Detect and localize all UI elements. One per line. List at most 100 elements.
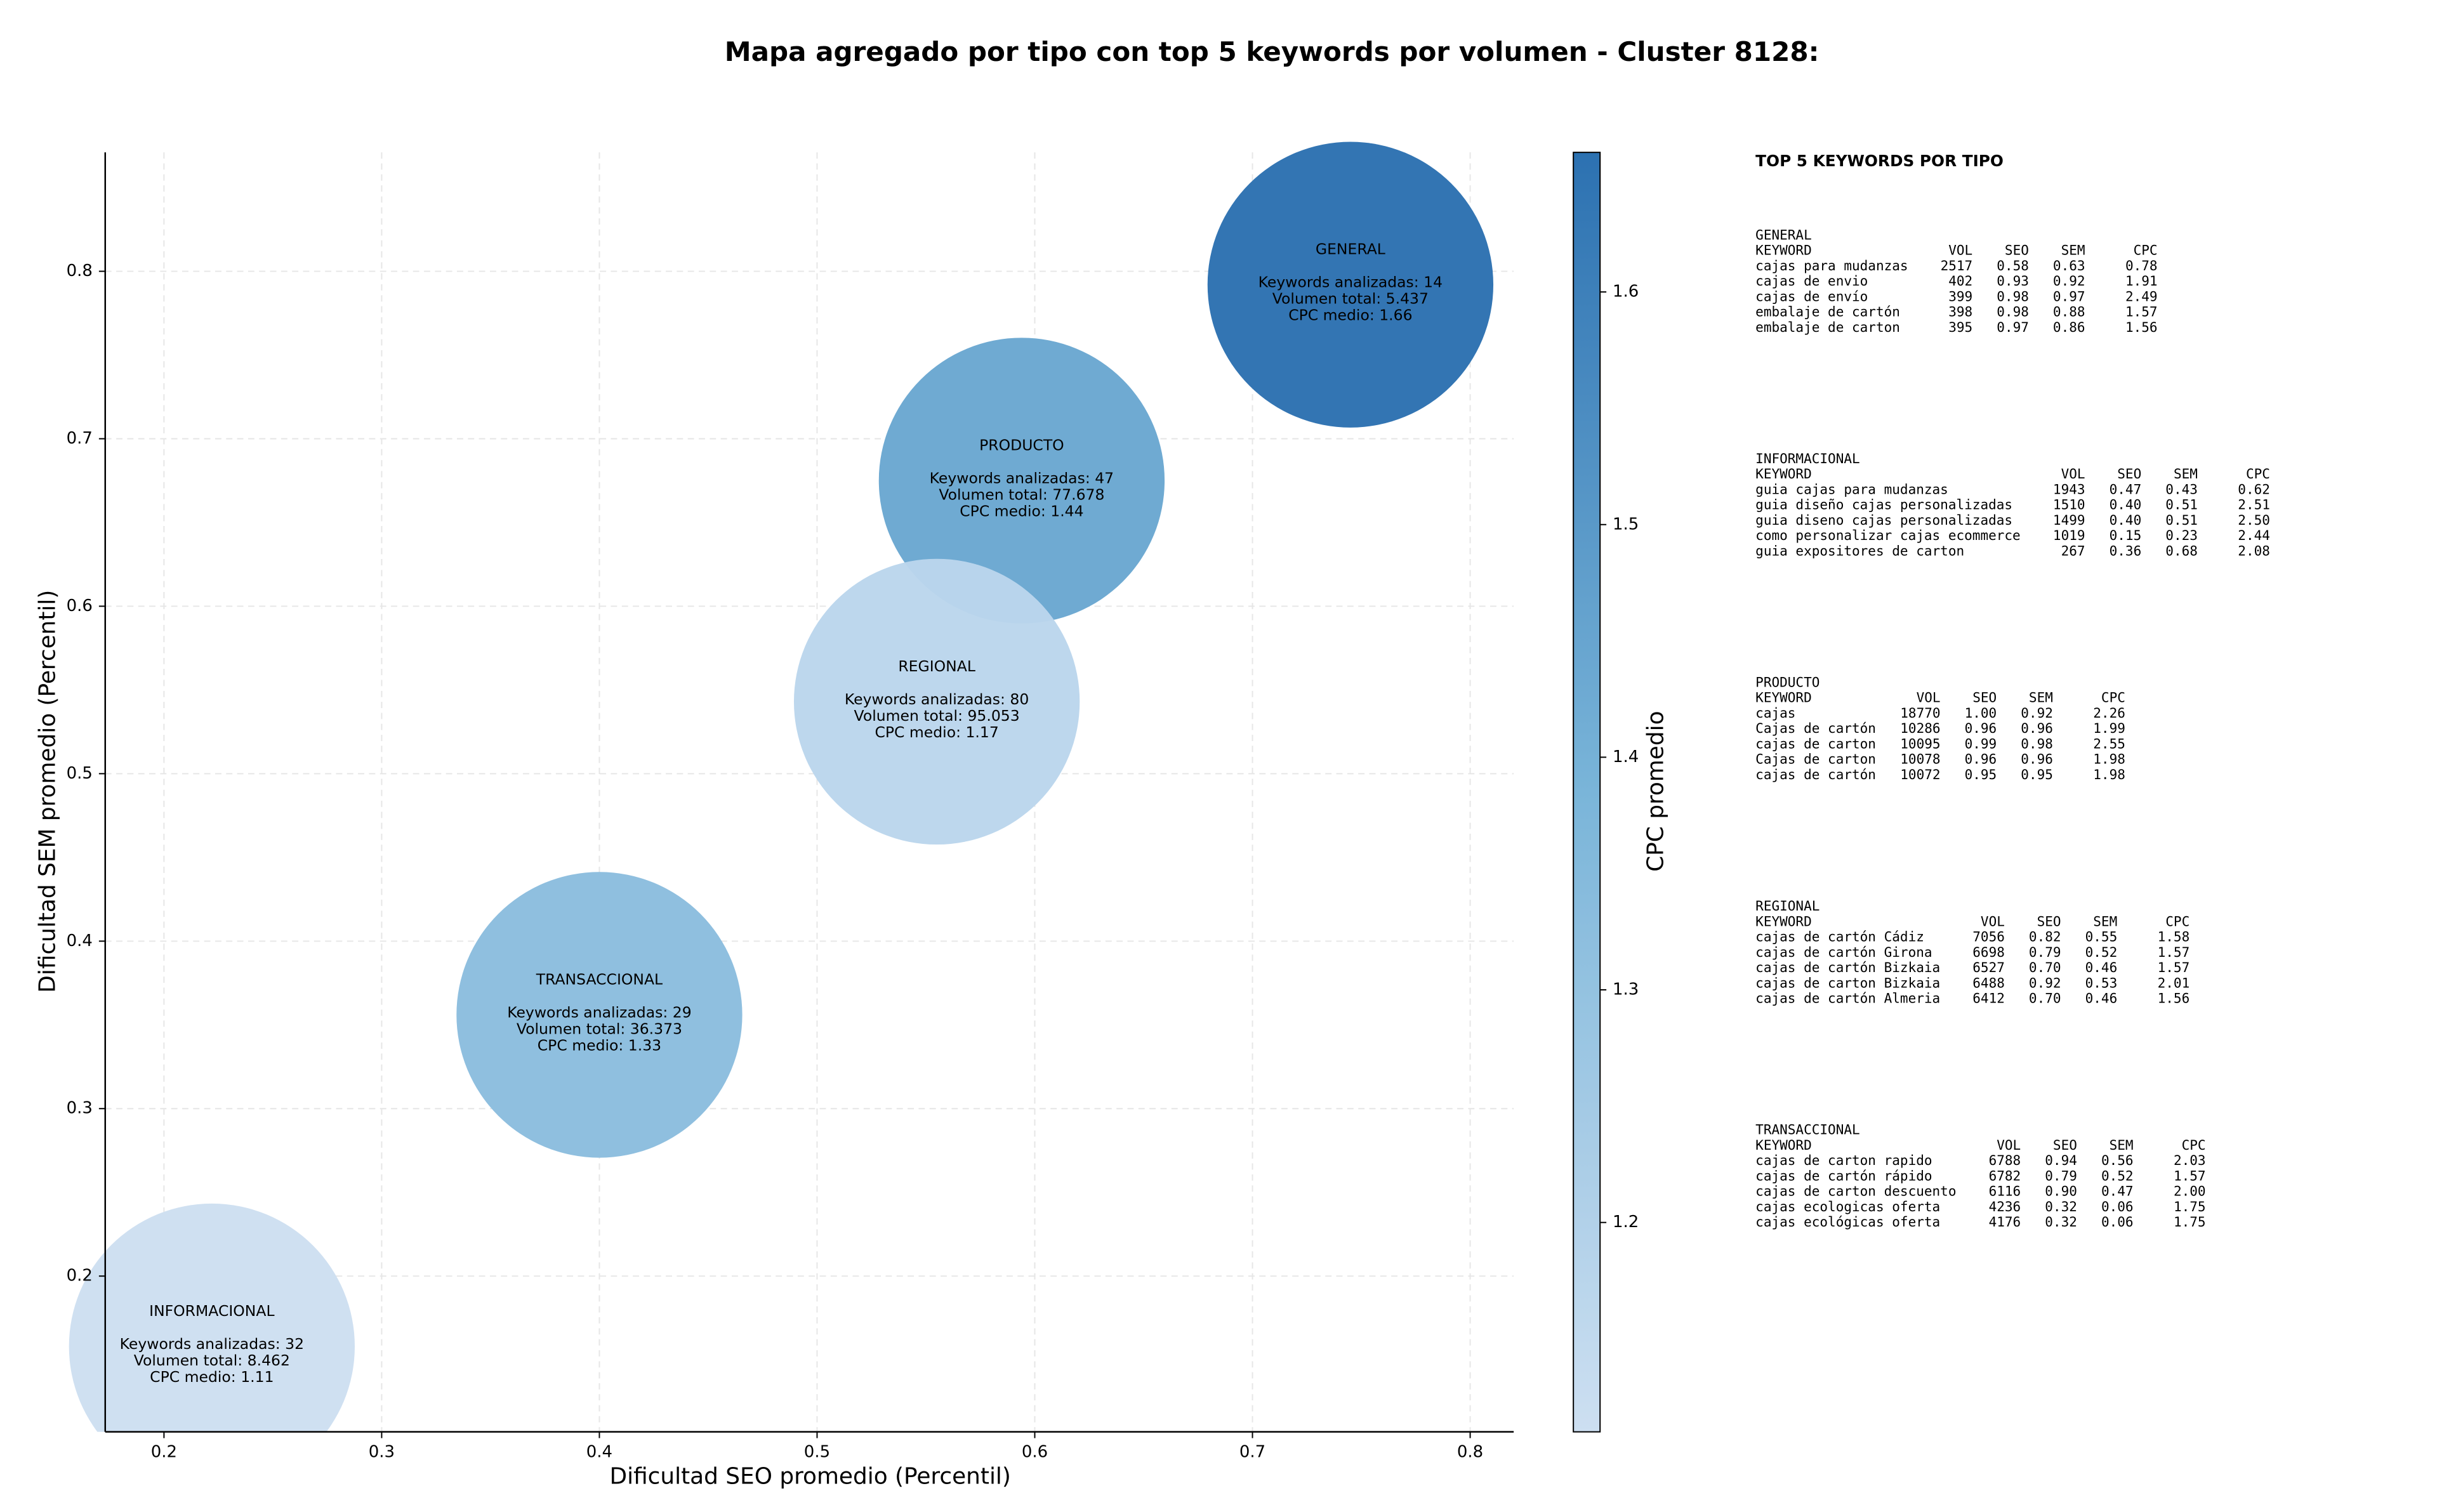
column-header: SEM (2029, 690, 2053, 706)
table-cell: 0.46 (2085, 959, 2118, 975)
bubble-annotation: Volumen total: 5.437 (1272, 290, 1429, 308)
column-header: SEM (2110, 1137, 2134, 1153)
colorbar (1573, 152, 1601, 1433)
column-header: CPC (2182, 1137, 2206, 1153)
table-cell: cajas para mudanzas (1755, 258, 1908, 273)
bubble-annotation: CPC medio: 1.33 (538, 1036, 661, 1054)
table-cell: 6527 (1972, 959, 2005, 975)
table-cell: 10078 (1900, 751, 1940, 767)
table-cell: 2.49 (2125, 288, 2158, 304)
table-cell: 0.96 (1965, 751, 1997, 767)
bubble-label: GENERAL (1316, 240, 1385, 258)
table-cell: 0.23 (2165, 527, 2198, 543)
table-cell: 0.47 (2110, 481, 2142, 497)
column-header: SEO (1972, 690, 1997, 706)
bubble-annotation: Volumen total: 36.373 (517, 1020, 682, 1037)
x-tick-label: 0.6 (1022, 1442, 1048, 1461)
table-cell: 395 (1948, 319, 1972, 335)
bubble-annotation: CPC medio: 1.17 (875, 723, 998, 741)
table-cell: 1.75 (2174, 1199, 2206, 1214)
x-axis-label: Dificultad SEO promedio (Percentil) (610, 1463, 1011, 1489)
table-cell: 6488 (1972, 975, 2005, 990)
y-tick-label: 0.8 (67, 261, 93, 280)
column-header: SEO (2037, 913, 2061, 929)
table-cell: 0.96 (1965, 720, 1997, 736)
section-title: PRODUCTO (1755, 674, 1819, 690)
colorbar-tick-label: 1.5 (1613, 515, 1639, 534)
table-cell: 2.50 (2238, 512, 2270, 528)
y-tick-label: 0.5 (67, 764, 93, 783)
table-cell: 6698 (1972, 944, 2005, 960)
table-cell: 1.98 (2093, 751, 2125, 767)
table-cell: 0.70 (2029, 959, 2061, 975)
table-cell: guia diseño cajas personalizadas (1755, 497, 2012, 513)
table-cell: 18770 (1900, 705, 1940, 721)
table-cell: 0.46 (2085, 990, 2118, 1006)
table-cell: 2.26 (2093, 705, 2125, 721)
table-cell: cajas (1755, 705, 1795, 721)
table-cell: como personalizar cajas ecommerce (1755, 527, 2021, 543)
table-cell: 2.51 (2238, 497, 2270, 513)
table-cell: cajas de carton rapido (1755, 1152, 1932, 1168)
y-tick-label: 0.7 (67, 429, 93, 448)
bubble-annotation: CPC medio: 1.66 (1288, 306, 1412, 324)
table-cell: cajas de cartón Almeria (1755, 990, 1940, 1006)
table-cell: 0.52 (2101, 1167, 2134, 1183)
table-cell: cajas de cartón Bizkaia (1755, 959, 1940, 975)
table-cell: 0.95 (1965, 766, 1997, 782)
table-cell: 0.58 (1997, 258, 2029, 273)
bubble (878, 338, 1165, 624)
table-cell: 0.98 (1997, 288, 2029, 304)
column-header: KEYWORD (1755, 466, 1812, 482)
y-tick-label: 0.2 (67, 1266, 93, 1285)
column-header: VOL (1981, 913, 2005, 929)
table-cell: 0.40 (2110, 512, 2142, 528)
table-cell: 0.78 (2125, 258, 2158, 273)
table-cell: 0.62 (2238, 481, 2270, 497)
x-tick-label: 0.4 (586, 1442, 612, 1461)
bubble-label: PRODUCTO (979, 437, 1064, 454)
table-cell: 0.93 (1997, 273, 2029, 289)
table-cell: 0.47 (2101, 1183, 2134, 1199)
table-cell: cajas de carton Bizkaia (1755, 975, 1940, 990)
bubble (793, 558, 1080, 845)
column-header: KEYWORD (1755, 242, 1812, 258)
table-cell: 0.63 (2053, 258, 2085, 273)
table-cell: 1.58 (2158, 929, 2190, 945)
bubble-annotation: Keywords analizadas: 14 (1258, 273, 1443, 291)
table-cell: 0.96 (2021, 751, 2053, 767)
table-cell: cajas de carton (1755, 735, 1876, 751)
table-cell: 1.57 (2174, 1167, 2206, 1183)
x-tick-label: 0.7 (1239, 1442, 1265, 1461)
table-cell: Cajas de cartón (1755, 720, 1876, 736)
table-cell: 399 (1948, 288, 1972, 304)
table-cell: 2517 (1941, 258, 1973, 273)
bubble (1207, 141, 1494, 428)
table-cell: 0.32 (2045, 1199, 2077, 1214)
table-cell: 2.00 (2174, 1183, 2206, 1199)
column-header: VOL (1997, 1137, 2021, 1153)
table-cell: embalaje de cartón (1755, 304, 1900, 320)
bubble-annotation: CPC medio: 1.11 (150, 1368, 274, 1386)
table-cell: 0.15 (2110, 527, 2142, 543)
table-cell: 0.56 (2101, 1152, 2134, 1168)
column-header: CPC (2101, 690, 2125, 706)
table-cell: 0.96 (2021, 720, 2053, 736)
table-cell: guia cajas para mudanzas (1755, 481, 1948, 497)
table-cell: 398 (1948, 304, 1972, 320)
colorbar-label: CPC promedio (1642, 711, 1668, 871)
table-cell: 0.51 (2165, 512, 2198, 528)
table-cell: 1.98 (2093, 766, 2125, 782)
section-title: GENERAL (1755, 227, 1812, 242)
bubble-annotation: Volumen total: 95.053 (854, 707, 1020, 725)
table-cell: 6782 (1989, 1167, 2021, 1183)
column-header: SEM (2174, 466, 2198, 482)
table-cell: 2.55 (2093, 735, 2125, 751)
x-tick-label: 0.2 (151, 1442, 177, 1461)
section-title: INFORMACIONAL (1755, 450, 1859, 466)
bubble (456, 872, 743, 1158)
colorbar-tick-label: 1.2 (1613, 1213, 1639, 1232)
table-cell: 0.95 (2021, 766, 2053, 782)
column-header: CPC (2165, 913, 2189, 929)
